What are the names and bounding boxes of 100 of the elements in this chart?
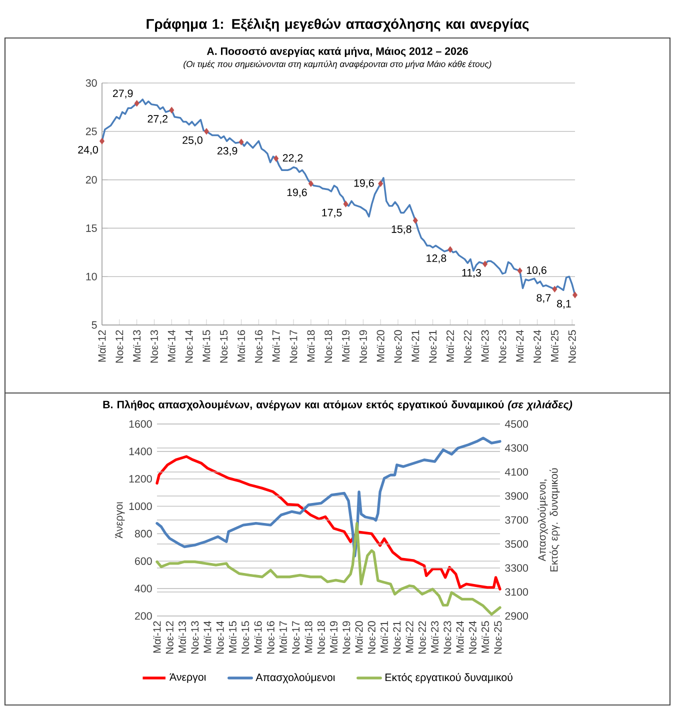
y-tick-label: 1600 [129,420,152,428]
x-tick-label: Μαϊ-13 [133,330,141,362]
y2-tick-label: 3700 [505,516,528,524]
x-tick-label: Μαϊ-15 [202,330,210,362]
x-tick-label: Νοε-15 [220,330,228,363]
x-tick-label: Νοε-23 [498,330,506,363]
y-tick-label: 10 [86,272,97,280]
point [412,217,418,224]
data-label: 25,0 [182,136,202,146]
x-tick-label: Μαϊ-17 [280,621,287,653]
y2-tick-label: 3300 [505,564,528,572]
x-tick-label: Μαϊ-12 [98,330,106,362]
data-label: 10,6 [526,266,546,276]
y-tick-label: 25 [86,128,97,136]
x-tick-label: Μαϊ-21 [412,330,420,362]
x-tick-label: Νοε-14 [216,621,224,654]
chart-subtitle: Α. Ποσοστό ανεργίας κατά μήνα, Μάιος 2012 – 2026 [206,46,468,58]
legend-label: Άνεργοι [170,673,206,683]
point [169,106,174,114]
x-tick-label: Νοε-12 [116,330,124,363]
x-tick-label: Μαϊ-18 [307,330,315,362]
x-tick-label: Νοε-25 [494,621,502,654]
x-tick-label: Νοε-16 [266,621,274,654]
y-tick-label: 15 [86,224,97,232]
x-tick-label: Μαϊ-13 [178,621,186,653]
point [204,128,209,135]
x-tick-label: Νοε-24 [468,621,476,654]
y-tick-label: 400 [134,584,152,592]
x-tick-label: Νοε-19 [342,621,350,654]
legend-label: Εκτός εργατικού δυναμικού [386,672,512,684]
y-tick-label: 200 [135,612,152,620]
x-tick-label: Μαϊ-23 [430,621,439,653]
x-tick-label: Μαϊ-22 [406,621,414,653]
y-tick-label: 5 [92,321,97,329]
x-tick-label: Μαϊ-20 [355,621,363,653]
point [100,138,104,144]
point [517,268,522,274]
data-label: 19,6 [287,188,307,198]
x-tick-label: Μαϊ-21 [380,621,388,653]
x-tick-label: Νοε-16 [254,330,262,363]
x-tick-label: Νοε-19 [359,330,367,363]
point [448,246,453,253]
data-label: 8,7 [536,294,551,303]
x-tick-label: Μαϊ-20 [376,330,384,362]
data-label: 17,5 [322,208,342,218]
data-label: 24,0 [78,146,98,155]
point [378,180,384,187]
y-tick-label: 30 [86,79,97,87]
x-tick-label: Μαϊ-24 [456,621,464,653]
point [274,155,279,162]
y2-tick-label: 2900 [505,612,528,620]
y-tick-label: 800 [134,530,152,538]
x-tick-label: Νοε-13 [150,330,158,363]
data-label: 12,8 [426,254,446,264]
x-tick-label: Μαϊ-19 [342,330,350,362]
data-label: 11,3 [462,268,481,278]
x-tick-label: Μαϊ-25 [481,621,490,653]
y-tick-label: 1000 [129,502,152,510]
x-tick-label: Μαϊ-22 [446,330,454,362]
point [343,200,348,208]
point [552,286,558,292]
point [134,100,140,107]
x-tick-label: Νοε-17 [292,621,300,654]
x-tick-label: Νοε-20 [394,330,402,363]
x-tick-label: Μαϊ-15 [229,621,236,653]
x-tick-label: Μαϊ-17 [272,330,280,362]
text: (Οι τιμές που σημειώνονται στη καμπύλη αναφέρονται στο μήνα Μάιο κάθε έτους) [184,60,492,69]
x-tick-label: Μαϊ-14 [168,330,176,362]
y2-tick-label: 4100 [504,468,528,476]
x-tick-label: Νοε-12 [166,621,174,654]
x-tick-label: Νοε-21 [393,621,401,654]
y-axis-title: Άνεργοι [115,502,125,538]
legend-label: Απασχολούμενοι [256,672,335,684]
x-tick-label: Νοε-18 [317,621,325,654]
x-tick-label: Μαϊ-19 [330,621,338,653]
x-tick-label: Μαϊ-25 [550,330,558,362]
data-label: 27,9 [113,90,133,98]
chart-title: Γράφημα 1: Εξέλιξη μεγεθών απασχόλησης και ανεργίας [146,18,529,32]
point [482,260,488,268]
x-tick-label: Μαϊ-23 [481,330,489,362]
x-tick-label: Νοε-21 [429,330,437,363]
x-tick-label: Μαϊ-12 [153,621,161,653]
x-tick-label: Νοε-13 [191,621,199,654]
x-tick-label: Νοε-18 [324,330,332,363]
point [308,180,314,187]
x-tick-label: Νοε-23 [444,621,452,654]
x-tick-label: Μαϊ-16 [238,330,246,362]
data-label: 23,9 [217,146,238,156]
x-tick-label: Νοε-22 [418,621,426,654]
x-tick-label: Μαϊ-24 [516,330,524,362]
data-label: 22,2 [282,154,303,163]
line-series [156,522,502,616]
x-tick-label: Νοε-15 [242,621,250,654]
x-tick-label: Μαϊ-18 [304,621,312,653]
x-tick-label: Μαϊ-16 [254,621,262,653]
y2-axis-title: Απασχολούμενοι, Εκτός εργ. δυναμικού [538,468,560,572]
data-label: 15,8 [392,225,412,234]
x-tick-label: Νοε-17 [290,330,298,363]
data-label: 19,6 [354,179,374,188]
line-series [156,455,502,590]
